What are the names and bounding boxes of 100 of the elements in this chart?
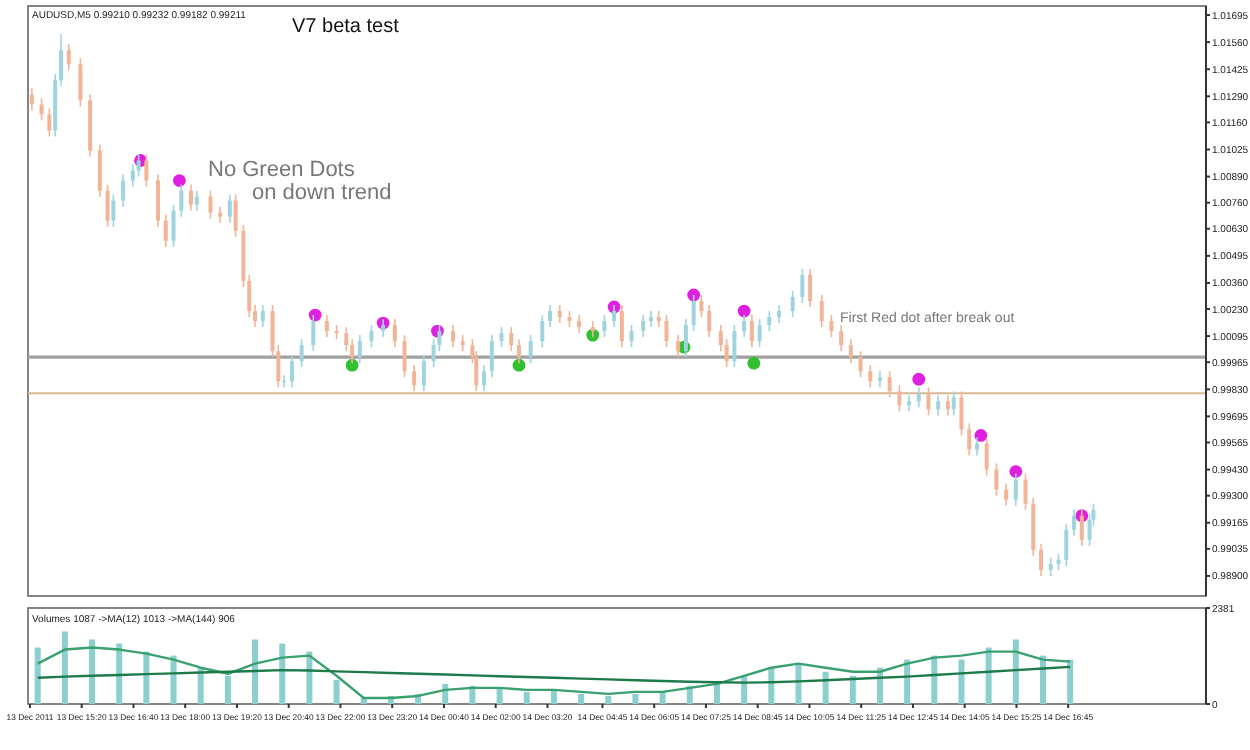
- candlestick: [699, 294, 704, 318]
- candlestick: [808, 268, 813, 308]
- candlestick: [482, 364, 487, 393]
- bar: [34, 647, 41, 704]
- candlestick: [66, 43, 71, 72]
- bar: [985, 647, 992, 704]
- bar: [252, 639, 259, 704]
- candlestick: [1072, 508, 1077, 537]
- bar: [224, 675, 231, 704]
- candlestick: [907, 394, 912, 413]
- candlestick: [676, 334, 681, 358]
- line-series: [36, 665, 1072, 684]
- candlestick: [1087, 512, 1092, 547]
- candlestick: [1023, 472, 1028, 511]
- bar: [116, 643, 123, 704]
- candlestick: [392, 318, 397, 348]
- candlestick: [402, 334, 407, 379]
- candlestick: [858, 350, 863, 379]
- candlestick: [656, 310, 661, 328]
- candlestick: [877, 370, 882, 389]
- point: [345, 358, 359, 372]
- candlestick: [369, 324, 374, 348]
- bar: [523, 691, 530, 704]
- candlestick: [421, 354, 426, 393]
- candlestick: [105, 183, 110, 228]
- candlestick: [926, 386, 931, 417]
- candlestick: [357, 334, 362, 365]
- candlestick: [381, 318, 386, 338]
- bar: [849, 675, 856, 704]
- candlestick: [936, 394, 941, 417]
- candlestick: [945, 394, 950, 417]
- bar: [632, 693, 639, 704]
- candlestick: [528, 334, 533, 365]
- candlestick: [1039, 543, 1044, 577]
- candlestick: [590, 320, 595, 338]
- candlestick: [648, 310, 653, 328]
- candlestick: [800, 268, 805, 304]
- candlestick: [548, 304, 553, 328]
- candlestick: [517, 338, 521, 365]
- candlestick: [451, 324, 456, 348]
- candlestick: [208, 189, 213, 220]
- bar: [822, 671, 829, 704]
- annotation: No Green Dots on down trend: [208, 158, 392, 206]
- bar: [713, 683, 720, 704]
- candlestick: [29, 87, 34, 112]
- bar: [1012, 639, 1019, 704]
- bar: [333, 679, 340, 704]
- candlestick: [975, 436, 979, 457]
- candlestick: [619, 304, 624, 348]
- candlestick: [171, 203, 176, 248]
- candlestick: [289, 354, 294, 389]
- candlestick: [179, 183, 184, 218]
- candlestick: [1031, 496, 1036, 557]
- candlestick: [540, 314, 545, 348]
- bar: [279, 643, 286, 704]
- candlestick: [691, 294, 696, 332]
- candlestick: [130, 163, 135, 188]
- candlestick: [412, 364, 417, 393]
- candlestick: [641, 314, 646, 338]
- candlestick: [163, 213, 168, 248]
- candlestick: [324, 314, 329, 338]
- candlestick: [218, 205, 223, 224]
- candlestick: [887, 370, 892, 399]
- candlestick: [227, 193, 232, 224]
- candlestick: [984, 436, 989, 477]
- bar: [768, 667, 775, 704]
- bar: [496, 687, 503, 704]
- candlestick: [829, 314, 834, 338]
- candlestick: [78, 57, 83, 108]
- point: [1009, 465, 1023, 478]
- candlestick: [959, 390, 964, 437]
- point: [737, 304, 751, 318]
- candlestick: [819, 294, 824, 328]
- candlestick: [629, 324, 634, 348]
- bar: [659, 691, 666, 704]
- point: [687, 288, 701, 302]
- candlestick: [664, 314, 669, 348]
- candlestick: [499, 326, 504, 348]
- candlestick: [1079, 508, 1084, 547]
- candlestick: [994, 462, 999, 497]
- candlestick: [1013, 472, 1018, 507]
- candlestick: [1064, 522, 1069, 567]
- candlestick: [156, 173, 161, 228]
- candlestick: [951, 390, 956, 417]
- candlestick: [39, 97, 44, 122]
- bar: [89, 639, 96, 704]
- bar: [605, 695, 612, 704]
- candlestick: [189, 183, 194, 212]
- candlestick: [848, 338, 853, 365]
- candlestick: [97, 143, 102, 198]
- candlestick: [868, 364, 873, 389]
- candlestick: [299, 338, 304, 369]
- bar: [1067, 659, 1074, 704]
- candlestick: [839, 324, 844, 352]
- candlestick: [683, 318, 688, 358]
- candlestick: [1048, 557, 1053, 577]
- candlestick: [557, 304, 562, 324]
- candlestick: [1004, 482, 1009, 507]
- candlestick: [777, 304, 782, 324]
- candlestick: [460, 334, 465, 352]
